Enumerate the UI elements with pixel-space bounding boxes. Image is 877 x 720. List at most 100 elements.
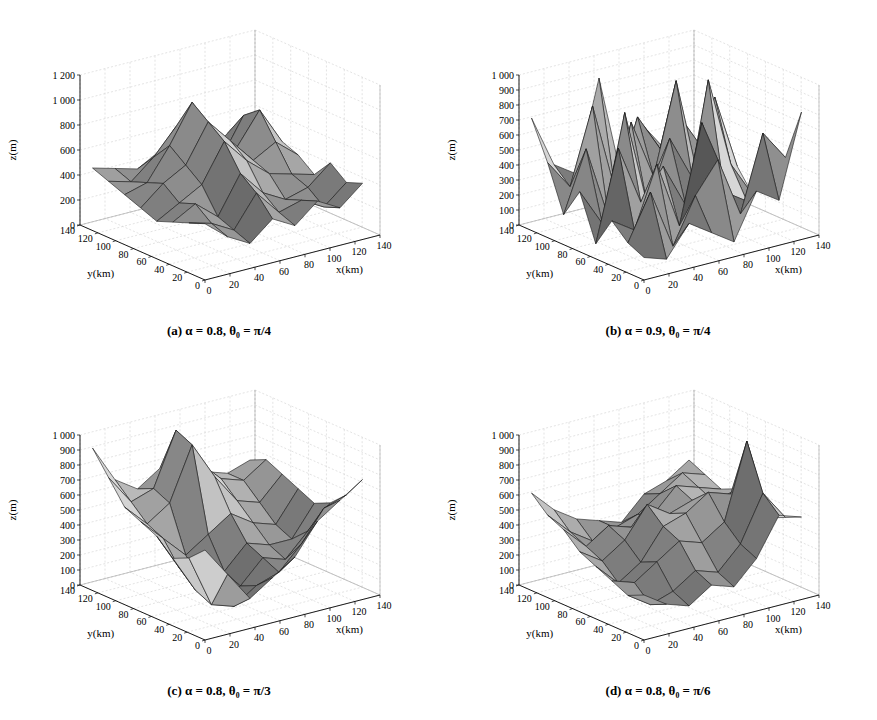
x-tick-label: 120 <box>352 606 367 617</box>
grid-line <box>205 235 380 280</box>
x-tick-label: 60 <box>718 266 728 277</box>
tick <box>184 272 187 273</box>
tick <box>516 120 519 121</box>
z-tick-label: 600 <box>499 490 514 501</box>
z-tick-label: 700 <box>499 475 514 486</box>
grid-line <box>519 45 694 90</box>
grid-line <box>694 390 819 445</box>
z-tick-label: 0 <box>509 220 514 231</box>
z-tick-label: 900 <box>60 445 75 456</box>
tick <box>623 632 626 633</box>
panel-caption: (c) α = 0.8, θ₀ = π/3 <box>167 683 271 698</box>
x-tick-label: 80 <box>743 619 753 630</box>
surface-patch <box>125 507 164 538</box>
tick <box>669 634 670 637</box>
panel: 0204060801001201400204060801001201400200… <box>6 30 392 338</box>
z-axis-title: z(m) <box>6 499 19 520</box>
tick <box>516 150 519 151</box>
x-tick-label: 40 <box>254 632 264 643</box>
box-edge <box>819 85 820 235</box>
surface-patch <box>93 168 132 182</box>
z-tick-label: 400 <box>60 520 75 531</box>
y-tick-label: 60 <box>575 256 585 267</box>
grid-line <box>819 445 820 595</box>
tick <box>330 608 331 611</box>
tick <box>77 585 80 586</box>
tick <box>305 614 306 617</box>
tick <box>744 254 745 257</box>
x-tick-label: 0 <box>646 285 651 296</box>
z-tick-label: 200 <box>499 190 514 201</box>
z-tick-label: 800 <box>499 460 514 471</box>
x-tick-label: 20 <box>668 639 678 650</box>
x-tick-label: 140 <box>816 240 831 251</box>
surface-patch <box>628 192 667 259</box>
panel: 0204060801001201400204060801001201400100… <box>6 390 392 698</box>
z-tick-label: 300 <box>499 175 514 186</box>
y-axis-title: y(km) <box>87 627 114 640</box>
z-tick-label: 300 <box>60 535 75 546</box>
tick <box>77 540 80 541</box>
panel: 0204060801001201400204060801001201400100… <box>445 30 831 338</box>
grid-line <box>255 30 380 85</box>
tick <box>230 274 231 277</box>
z-tick-label: 700 <box>60 475 75 486</box>
tick <box>380 235 381 238</box>
surface-patch <box>173 204 212 224</box>
tick <box>77 225 80 226</box>
surface-patch <box>93 448 132 502</box>
z-tick-label: 1 000 <box>492 430 515 441</box>
tick <box>77 525 80 526</box>
tick <box>516 555 519 556</box>
surface-patch <box>740 493 779 558</box>
tick <box>355 601 356 604</box>
surface-patch <box>695 160 734 242</box>
surface-patch <box>564 149 603 224</box>
tick <box>769 248 770 251</box>
tick <box>230 634 231 637</box>
y-tick-label: 60 <box>575 616 585 627</box>
axis-line <box>80 225 205 280</box>
x-tick-label: 120 <box>791 246 806 257</box>
grid-line <box>519 405 694 450</box>
tick <box>77 435 80 436</box>
grid-line <box>255 80 380 135</box>
x-tick-label: 140 <box>816 600 831 611</box>
grid-line <box>519 420 694 465</box>
z-tick-label: 200 <box>60 550 75 561</box>
tick <box>516 510 519 511</box>
surface <box>532 78 802 259</box>
tick <box>131 609 134 610</box>
grid-line <box>694 405 819 460</box>
z-axis-title: z(m) <box>445 499 458 520</box>
tick <box>819 595 820 598</box>
grid-line <box>80 390 255 435</box>
tick <box>623 272 626 273</box>
tick <box>516 585 519 586</box>
tick <box>305 254 306 257</box>
tick <box>77 175 80 176</box>
y-tick-label: 0 <box>634 280 639 291</box>
tick <box>255 267 256 270</box>
tick <box>77 465 80 466</box>
x-tick-label: 40 <box>693 272 703 283</box>
tick <box>148 616 151 617</box>
x-tick-label: 20 <box>229 639 239 650</box>
grid-line <box>694 45 819 100</box>
tick <box>516 540 519 541</box>
y-tick-label: 20 <box>172 272 182 283</box>
tick <box>113 241 116 242</box>
z-tick-label: 400 <box>499 520 514 531</box>
surface <box>93 102 363 243</box>
tick <box>552 241 555 242</box>
tick <box>516 570 519 571</box>
x-tick-label: 80 <box>304 619 314 630</box>
x-tick-label: 0 <box>207 645 212 656</box>
x-axis-title: x(km) <box>775 263 802 276</box>
tick <box>570 609 573 610</box>
surface-patch <box>532 118 571 187</box>
x-axis-title: x(km) <box>775 623 802 636</box>
surface-patch <box>324 182 363 207</box>
tick <box>516 75 519 76</box>
tick <box>280 621 281 624</box>
